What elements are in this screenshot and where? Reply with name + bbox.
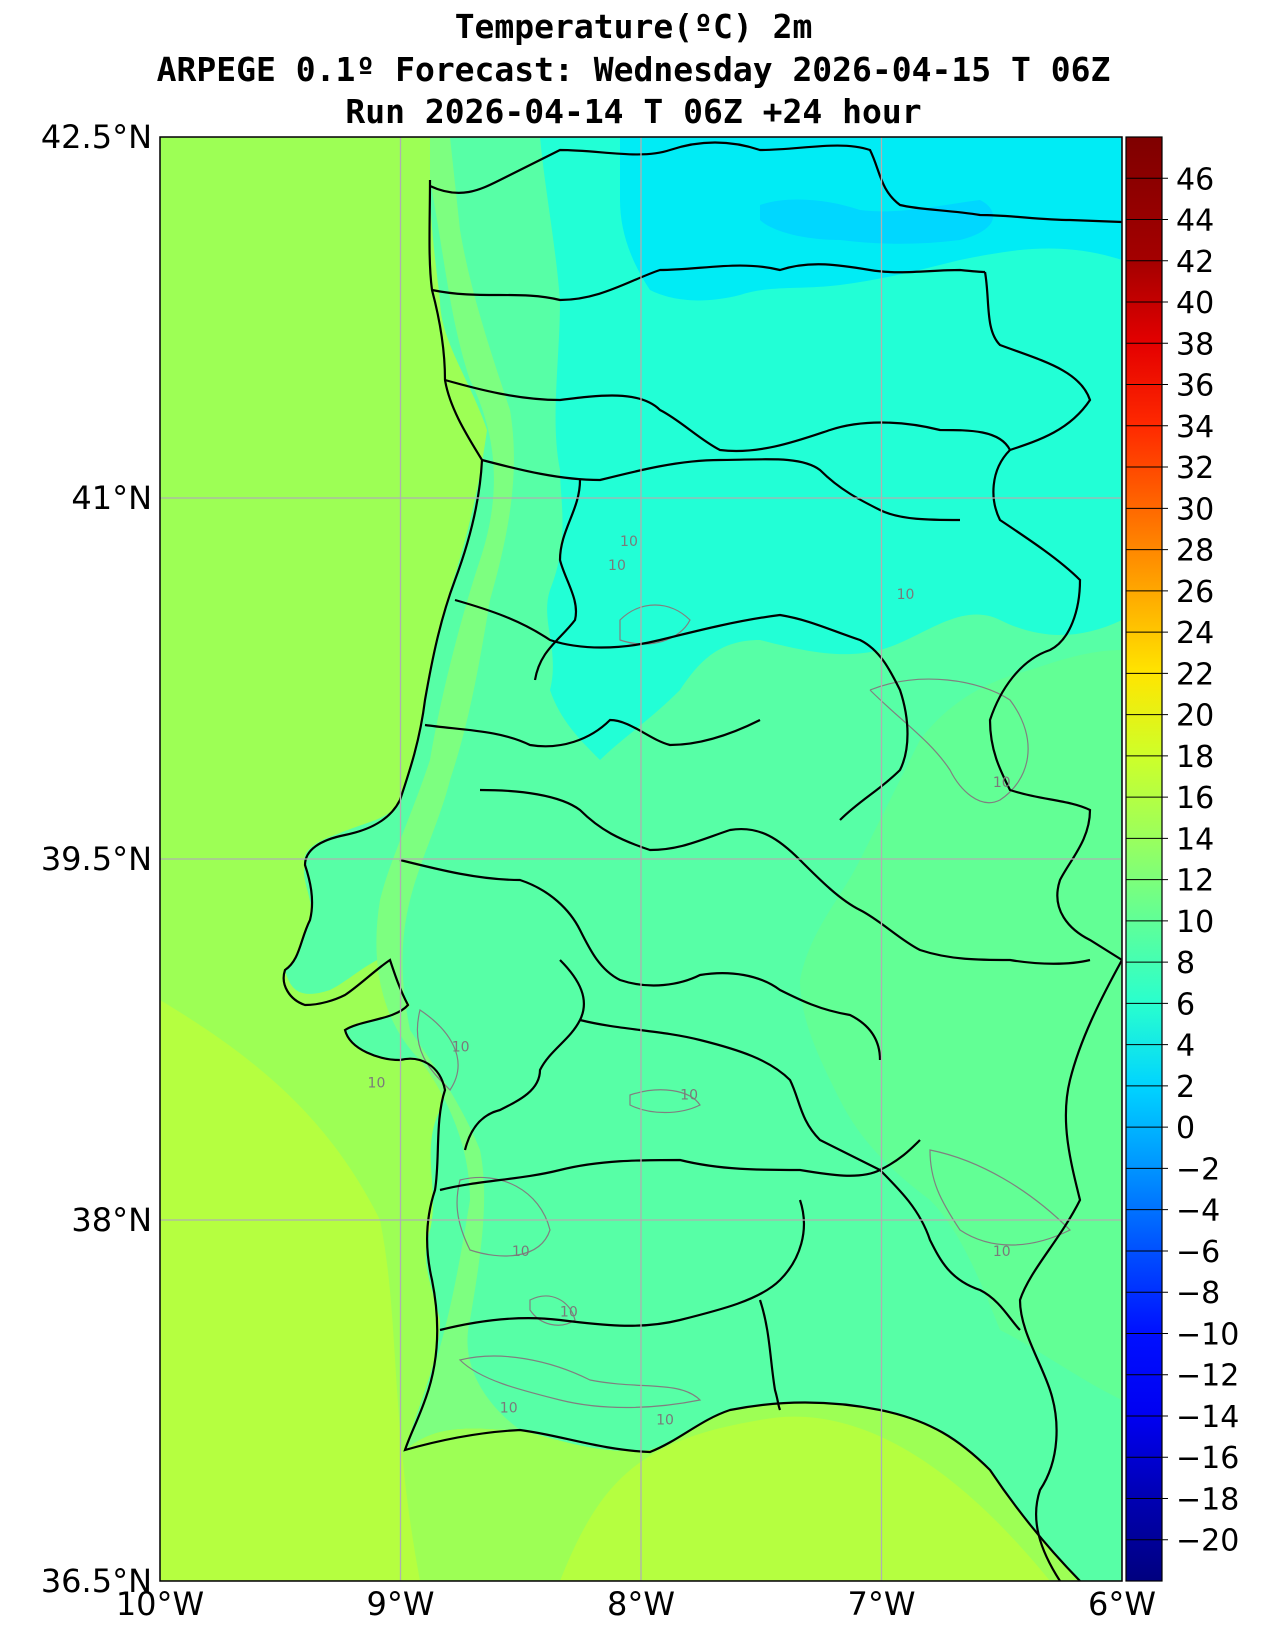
contour-label: 10 [656,1413,674,1429]
contour-label: 10 [620,534,638,550]
colorbar-tick-label: −14 [1176,1400,1239,1435]
colorbar-tick-label: 38 [1176,327,1214,362]
colorbar-tick-label: 0 [1176,1111,1195,1146]
contour-label: 10 [608,558,626,574]
colorbar-bar [1125,136,1163,1582]
colorbar-tick-label: −16 [1176,1441,1239,1476]
map-title-line3: Run 2026-04-14 T 06Z +24 hour [345,92,922,131]
contour-label: 10 [680,1088,698,1104]
colorbar-tick-label: 36 [1176,369,1214,404]
colorbar-tick-label: 46 [1176,162,1214,197]
colorbar-tick-label: −8 [1176,1276,1220,1311]
colorbar-tick-label: 22 [1176,657,1214,692]
lat-tick-label: 39.5°N [41,840,152,878]
colorbar-tick-label: 28 [1176,534,1214,569]
colorbar-tick-label: −6 [1176,1235,1220,1270]
lon-tick-label: 9°W [367,1585,435,1623]
contour-label: 10 [512,1244,530,1260]
map-frame [159,136,1123,1582]
contour-label: 10 [500,1401,518,1417]
colorbar: 4644424038363432302826242220181614121086… [1125,136,1239,1582]
lat-axis: 42.5°N 41°N 39.5°N 38°N 36.5°N [41,118,152,1600]
colorbar-tick-label: 42 [1176,245,1214,280]
colorbar-ticks: 4644424038363432302826242220181614121086… [1126,162,1239,1559]
lat-tick-label: 38°N [71,1201,152,1239]
contour-label: 10 [452,1040,470,1056]
colorbar-tick-label: 14 [1176,822,1214,857]
contour-label: 10 [993,775,1011,791]
lon-tick-label: 6°W [1088,1585,1156,1623]
colorbar-tick-label: −20 [1176,1524,1239,1559]
map-title-line2: ARPEGE 0.1º Forecast: Wednesday 2026-04-… [156,50,1111,89]
borders [282,141,1122,1581]
colorbar-tick-label: 12 [1176,864,1214,899]
colorbar-tick-label: 24 [1176,616,1214,651]
lon-axis: 10°W 9°W 8°W 7°W 6°W [116,1585,1156,1623]
colorbar-tick-label: 30 [1176,492,1214,527]
contour-label: 10 [897,587,915,603]
contour-label: 10 [368,1076,386,1092]
colorbar-tick-label: 6 [1176,987,1195,1022]
contour-label: 10 [993,1244,1011,1260]
lat-tick-label: 42.5°N [41,118,152,156]
colorbar-tick-label: 40 [1176,286,1214,321]
lat-tick-label: 41°N [71,479,152,517]
colorbar-tick-label: 34 [1176,410,1214,445]
map-plot-area: 10 10 10 10 10 10 10 10 10 10 10 10 [160,137,1122,1581]
lon-tick-label: 8°W [607,1585,675,1623]
land-east-warm [800,650,1122,1400]
colorbar-tick-label: −4 [1176,1194,1220,1229]
colorbar-tick-label: −10 [1176,1317,1239,1352]
contour-label-group: 10 10 10 10 10 10 10 10 10 10 10 10 [368,534,1011,1428]
sea-warm-south [160,1000,420,1581]
colorbar-tick-label: −12 [1176,1359,1239,1394]
graticule [160,137,1122,1581]
colorbar-tick-label: −2 [1176,1152,1220,1187]
contour-label: 10 [560,1304,578,1320]
colorbar-tick-label: 4 [1176,1029,1195,1064]
colorbar-tick-label: 10 [1176,905,1214,940]
lat-tick-label: 36.5°N [41,1562,152,1600]
colorbar-tick-label: 44 [1176,204,1214,239]
colorbar-tick-label: 2 [1176,1070,1195,1105]
map-title-line1: Temperature(ºC) 2m [454,7,813,46]
lon-tick-label: 10°W [116,1585,204,1623]
lon-tick-label: 7°W [848,1585,916,1623]
sea-warm-south-coast [560,1416,1050,1581]
colorbar-tick-label: 18 [1176,740,1214,775]
colorbar-tick-label: 32 [1176,451,1214,486]
colorbar-tick-label: 20 [1176,699,1214,734]
colorbar-tick-label: 16 [1176,781,1214,816]
colorbar-tick-label: 8 [1176,946,1195,981]
colorbar-tick-label: 26 [1176,575,1214,610]
colorbar-tick-label: −18 [1176,1482,1239,1517]
